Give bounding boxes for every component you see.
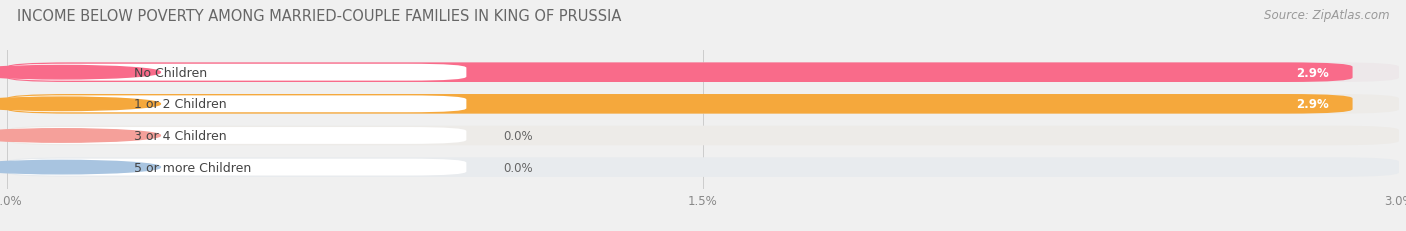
Text: 1 or 2 Children: 1 or 2 Children bbox=[135, 98, 226, 111]
Text: 0.0%: 0.0% bbox=[503, 129, 533, 142]
Text: INCOME BELOW POVERTY AMONG MARRIED-COUPLE FAMILIES IN KING OF PRUSSIA: INCOME BELOW POVERTY AMONG MARRIED-COUPL… bbox=[17, 9, 621, 24]
FancyBboxPatch shape bbox=[7, 128, 467, 144]
Circle shape bbox=[0, 161, 160, 174]
FancyBboxPatch shape bbox=[7, 158, 1399, 177]
Text: 0.0%: 0.0% bbox=[503, 161, 533, 174]
Text: 3 or 4 Children: 3 or 4 Children bbox=[135, 129, 226, 142]
FancyBboxPatch shape bbox=[7, 64, 467, 81]
Circle shape bbox=[0, 98, 160, 111]
FancyBboxPatch shape bbox=[7, 126, 1399, 146]
Circle shape bbox=[0, 66, 160, 80]
Text: Source: ZipAtlas.com: Source: ZipAtlas.com bbox=[1264, 9, 1389, 22]
FancyBboxPatch shape bbox=[7, 63, 1399, 83]
Text: 2.9%: 2.9% bbox=[1296, 98, 1330, 111]
FancyBboxPatch shape bbox=[7, 95, 1353, 114]
Text: 2.9%: 2.9% bbox=[1296, 66, 1330, 79]
Circle shape bbox=[0, 129, 160, 143]
FancyBboxPatch shape bbox=[7, 95, 1399, 114]
FancyBboxPatch shape bbox=[7, 96, 467, 113]
FancyBboxPatch shape bbox=[7, 159, 467, 176]
Text: No Children: No Children bbox=[135, 66, 208, 79]
Text: 5 or more Children: 5 or more Children bbox=[135, 161, 252, 174]
FancyBboxPatch shape bbox=[7, 63, 1353, 83]
